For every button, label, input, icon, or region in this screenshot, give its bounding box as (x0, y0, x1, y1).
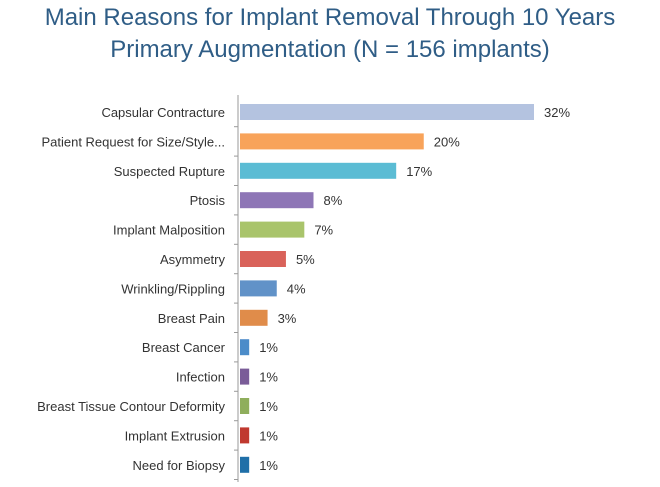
bar (240, 309, 268, 326)
category-label: Asymmetry (160, 252, 226, 267)
data-label: 5% (296, 252, 315, 267)
data-label: 7% (314, 223, 333, 238)
bar (240, 456, 250, 473)
category-label: Breast Tissue Contour Deformity (37, 399, 225, 414)
category-label: Infection (176, 370, 225, 385)
data-label: 1% (259, 428, 278, 443)
data-label: 3% (278, 311, 297, 326)
bar (240, 104, 534, 120)
bar (240, 162, 397, 179)
bar (240, 192, 314, 209)
data-label: 4% (287, 281, 306, 296)
category-label: Ptosis (190, 193, 226, 208)
category-label: Suspected Rupture (114, 164, 225, 179)
data-label: 1% (259, 340, 278, 355)
bar (240, 427, 250, 444)
data-label: 20% (434, 134, 460, 149)
category-label: Breast Pain (158, 311, 225, 326)
chart-title: Main Reasons for Implant Removal Through… (44, 4, 616, 31)
category-label: Patient Request for Size/Style... (41, 134, 225, 149)
category-label: Implant Extrusion (125, 428, 225, 443)
data-label: 1% (259, 370, 278, 385)
bar (240, 251, 286, 267)
bar (240, 398, 250, 414)
data-label: 1% (259, 458, 278, 473)
data-label: 8% (324, 193, 343, 208)
category-label: Wrinkling/Rippling (121, 281, 225, 296)
bar (240, 368, 250, 385)
category-label: Capsular Contracture (101, 105, 225, 120)
data-label: 17% (406, 164, 432, 179)
category-label: Implant Malposition (113, 223, 225, 238)
category-label: Need for Biopsy (133, 458, 226, 473)
bar (240, 133, 424, 150)
bar (240, 339, 250, 356)
data-label: 32% (544, 105, 570, 120)
bar (240, 280, 277, 297)
category-label: Breast Cancer (142, 340, 226, 355)
bar (240, 221, 305, 238)
chart-subtitle: Primary Augmentation (N = 156 implants) (110, 36, 550, 63)
data-label: 1% (259, 399, 278, 414)
